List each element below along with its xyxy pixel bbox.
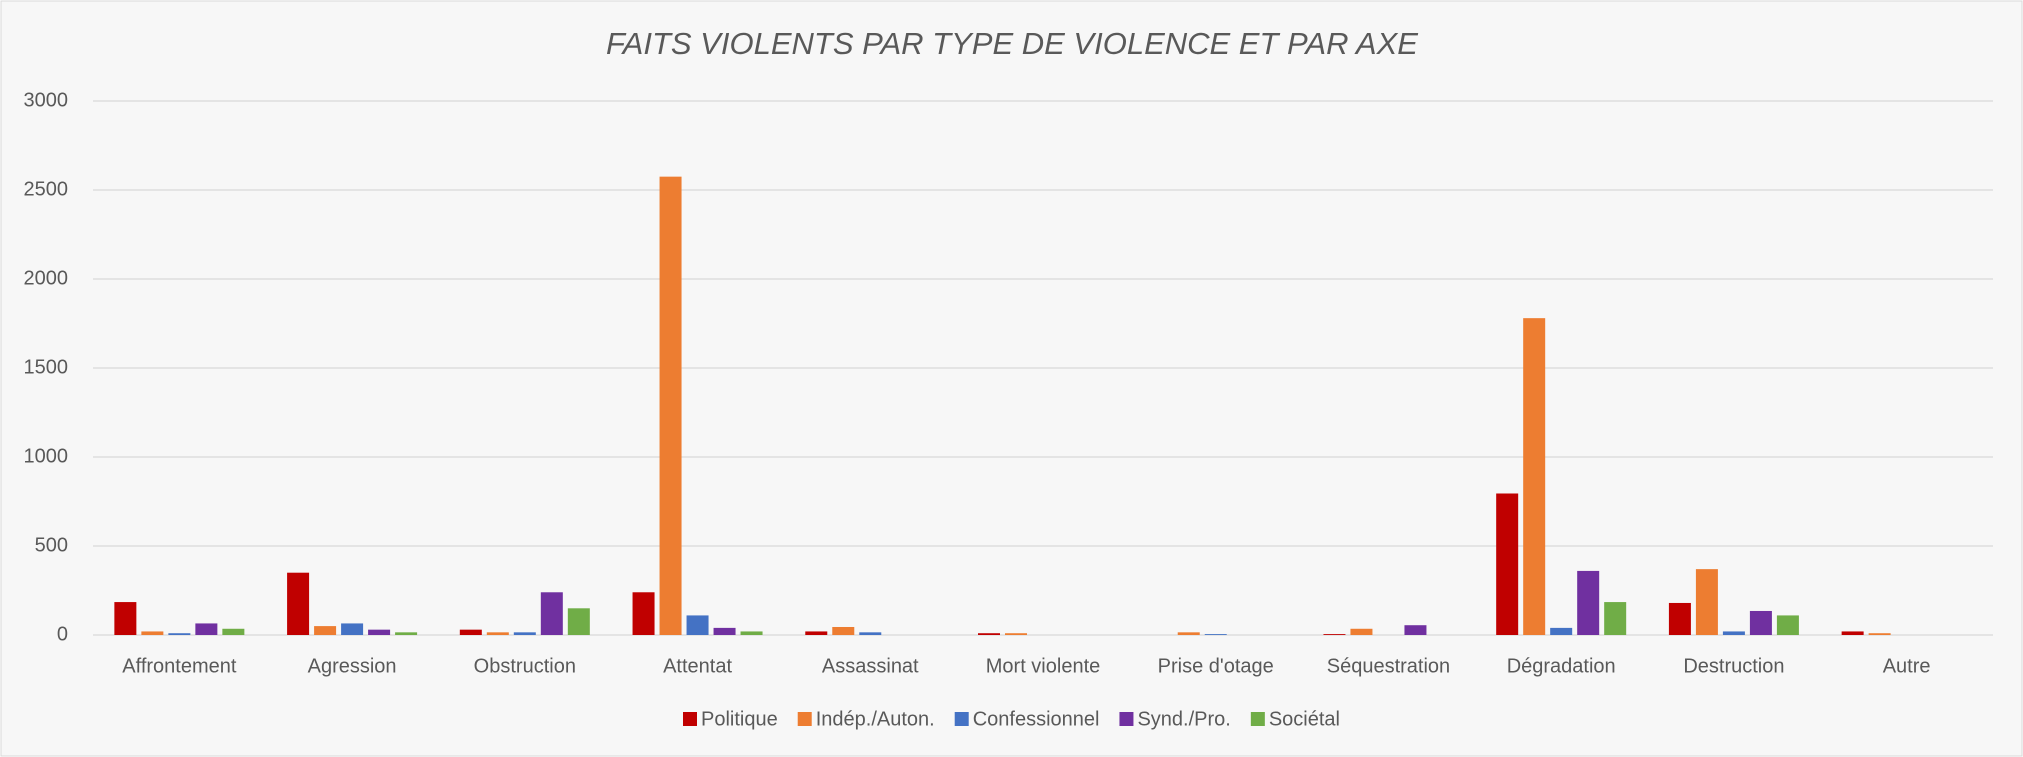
bar [1523,318,1546,635]
bar [540,592,563,635]
y-tick-label: 1000 [24,445,69,467]
x-tick-label: Mort violente [986,655,1101,677]
bar [1776,615,1799,635]
bar [1496,493,1519,635]
bar [287,572,310,635]
x-tick-label: Autre [1883,655,1931,677]
bar [195,623,218,635]
legend-label: Sociétal [1269,708,1340,730]
bar [740,631,763,635]
bar [513,632,536,635]
x-tick-label: Séquestration [1327,655,1450,677]
bar [1550,627,1573,635]
bar [1722,631,1745,635]
y-tick-label: 2000 [24,267,69,289]
legend-label: Indép./Auton. [816,708,935,730]
bar [859,632,882,635]
legend-swatch [797,712,812,726]
x-tick-label: Dégradation [1507,655,1616,677]
bar [395,632,418,635]
x-tick-label: Assassinat [822,655,919,677]
x-tick-label: Agression [308,655,397,677]
y-tick-label: 3000 [24,89,69,111]
legend-swatch [1250,712,1265,726]
bar [1204,634,1227,635]
chart-title: FAITS VIOLENTS PAR TYPE DE VIOLENCE ET P… [606,26,1418,61]
bar [341,623,364,635]
x-tick-label: Obstruction [474,655,576,677]
y-tick-label: 1500 [24,356,69,378]
y-tick-label: 0 [57,623,68,645]
legend-swatch [1119,712,1134,726]
bar [1841,631,1864,635]
bar [686,615,709,635]
bar [486,632,509,635]
bar [1323,634,1346,635]
x-tick-label: Affrontement [122,655,237,677]
bar [314,626,337,635]
bar [1695,569,1718,635]
legend-swatch [954,712,969,726]
bar [1404,625,1427,635]
bar [168,633,191,635]
legend-label: Synd./Pro. [1137,708,1230,730]
bar [1177,632,1200,635]
bar [1005,633,1027,635]
y-tick-label: 2500 [24,178,69,200]
bar [659,176,682,635]
bar [368,629,391,635]
bar [114,602,137,635]
bar [222,628,245,635]
x-tick-label: Attentat [663,655,732,677]
bar [459,629,482,635]
bar [1749,610,1772,635]
bar [1604,602,1627,635]
bar [1577,570,1600,635]
legend-label: Confessionnel [973,708,1100,730]
bar [1350,628,1373,635]
x-tick-label: Prise d'otage [1158,655,1274,677]
bar [1868,633,1891,635]
x-tick-label: Destruction [1683,655,1784,677]
bar [978,633,1000,635]
bar [1668,602,1691,635]
bar [832,626,855,635]
bar [567,608,590,635]
bar [632,592,655,635]
bar [141,631,164,635]
bar [713,627,736,635]
legend-swatch [683,712,697,726]
legend-label: Politique [701,708,778,730]
y-tick-label: 500 [35,534,68,556]
bar [805,631,828,635]
